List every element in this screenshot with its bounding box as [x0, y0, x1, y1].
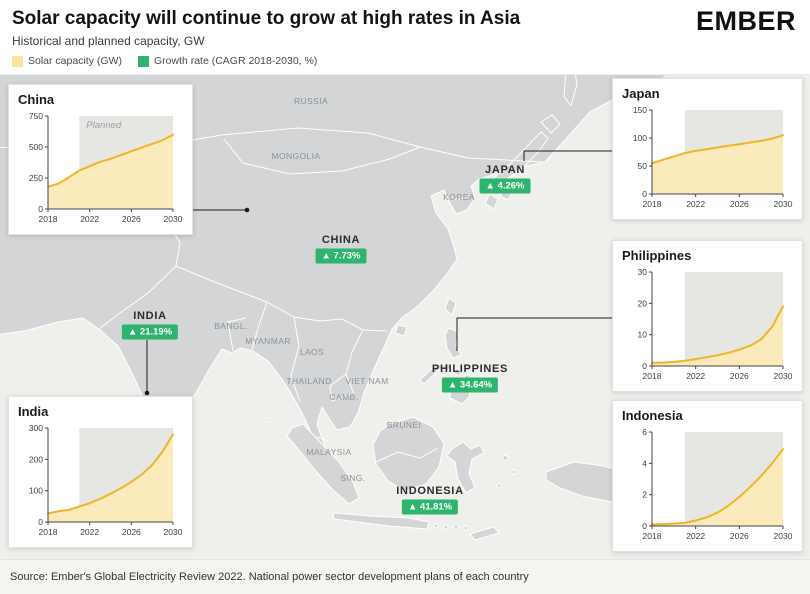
svg-text:2030: 2030 [774, 199, 793, 209]
svg-text:0: 0 [642, 189, 647, 199]
svg-text:2018: 2018 [643, 199, 662, 209]
legend-item-growth: Growth rate (CAGR 2018-2030, %) [137, 55, 318, 67]
svg-text:750: 750 [29, 111, 43, 121]
svg-text:2018: 2018 [39, 527, 58, 537]
svg-text:100: 100 [29, 486, 43, 496]
java [332, 512, 430, 530]
lesser-sunda-1 [433, 523, 439, 529]
svg-text:0: 0 [38, 517, 43, 527]
svg-text:100: 100 [633, 133, 647, 143]
capacity-swatch [12, 55, 23, 67]
svg-text:2030: 2030 [164, 214, 183, 224]
chart-card-philippines: Philippines 0 10 20 30 2018 2022 2026 2030 [612, 240, 803, 392]
chart-card-india: India 0 100 200 300 2018 2022 2026 2030 [8, 396, 193, 548]
page-title: Solar capacity will continue to grow at … [12, 8, 521, 29]
svg-text:150: 150 [633, 105, 647, 115]
ember-logo: EMBER [695, 6, 796, 36]
andaman-2 [263, 430, 267, 434]
svg-text:2018: 2018 [643, 371, 662, 381]
footer: Source: Ember's Global Electricity Revie… [0, 559, 810, 594]
sumatra [286, 423, 360, 505]
indonesia-chart: 0 2 4 6 2018 2022 2026 2030 [642, 427, 793, 541]
moluccas-2 [511, 469, 517, 475]
svg-text:2030: 2030 [774, 371, 793, 381]
chart-card-china: China 0 250 500 750 2018 2022 2026 2030 Planned [8, 84, 193, 235]
svg-text:2022: 2022 [686, 371, 705, 381]
svg-text:500: 500 [29, 142, 43, 152]
lesser-sunda-3 [453, 524, 459, 530]
lesser-sunda-4 [463, 525, 469, 531]
svg-text:2022: 2022 [686, 199, 705, 209]
china-dot [244, 207, 250, 213]
svg-text:10: 10 [638, 330, 648, 340]
growth-swatch [137, 55, 149, 67]
chart-title-philippines: Philippines [622, 248, 692, 263]
svg-text:2030: 2030 [774, 531, 793, 541]
india-dot [144, 390, 150, 396]
svg-text:4: 4 [642, 458, 647, 468]
legend-label-growth: Growth rate (CAGR 2018-2030, %) [153, 55, 318, 67]
mindoro [442, 361, 453, 372]
svg-text:2026: 2026 [122, 527, 141, 537]
hainan [394, 324, 408, 337]
visayas-1 [453, 367, 464, 377]
page-subtitle: Historical and planned capacity, GW [12, 34, 205, 48]
svg-text:0: 0 [38, 204, 43, 214]
svg-text:2026: 2026 [730, 371, 749, 381]
svg-text:30: 30 [638, 267, 648, 277]
svg-text:0: 0 [642, 361, 647, 371]
svg-text:2018: 2018 [39, 214, 58, 224]
svg-text:2022: 2022 [686, 531, 705, 541]
svg-text:2026: 2026 [730, 199, 749, 209]
svg-text:200: 200 [29, 454, 43, 464]
hokkaido [540, 114, 561, 134]
andaman-1 [265, 418, 269, 422]
planned-region-label: Planned [86, 120, 122, 131]
legend-label-capacity: Solar capacity (GW) [28, 55, 122, 67]
sulawesi [446, 441, 485, 494]
india-chart: 0 100 200 300 2018 2022 2026 2030 [29, 423, 183, 537]
philippines-connector [456, 317, 612, 351]
svg-text:250: 250 [29, 173, 43, 183]
svg-text:6: 6 [642, 427, 647, 437]
chart-title-indonesia: Indonesia [622, 408, 683, 423]
palawan [419, 362, 443, 385]
svg-text:2026: 2026 [122, 214, 141, 224]
moluccas-1 [502, 455, 508, 461]
svg-text:300: 300 [29, 423, 43, 433]
svg-text:2030: 2030 [164, 527, 183, 537]
svg-text:2022: 2022 [80, 214, 99, 224]
japan-chart: 0 50 100 150 2018 2022 2026 2030 [633, 105, 793, 209]
taiwan [444, 297, 457, 316]
chart-card-indonesia: Indonesia 0 2 4 6 2018 2022 2026 2030 [612, 400, 803, 552]
svg-text:20: 20 [638, 298, 648, 308]
connector-dots [144, 207, 250, 396]
svg-text:50: 50 [638, 161, 648, 171]
chart-title-china: China [18, 92, 55, 107]
borneo [372, 416, 445, 492]
moluccas-3 [496, 483, 502, 489]
chart-title-japan: Japan [622, 86, 660, 101]
svg-text:2018: 2018 [643, 531, 662, 541]
japan-connector [523, 150, 612, 161]
kyushu [484, 193, 499, 210]
header: Solar capacity will continue to grow at … [0, 0, 810, 75]
connector-lines [146, 150, 612, 392]
svg-text:0: 0 [642, 521, 647, 531]
lesser-sunda-2 [443, 524, 449, 530]
chart-card-japan: Japan 0 50 100 150 2018 2022 2026 2030 [612, 78, 803, 220]
timor [469, 526, 500, 541]
svg-text:2026: 2026 [730, 531, 749, 541]
legend-item-capacity: Solar capacity (GW) [12, 55, 122, 67]
legend: Solar capacity (GW) Growth rate (CAGR 20… [12, 55, 798, 67]
source-text: Source: Ember's Global Electricity Revie… [10, 571, 529, 583]
china-chart: 0 250 500 750 2018 2022 2026 2030 Planned [29, 111, 183, 224]
svg-text:2: 2 [642, 490, 647, 500]
chart-title-india: India [18, 404, 49, 419]
svg-text:2022: 2022 [80, 527, 99, 537]
